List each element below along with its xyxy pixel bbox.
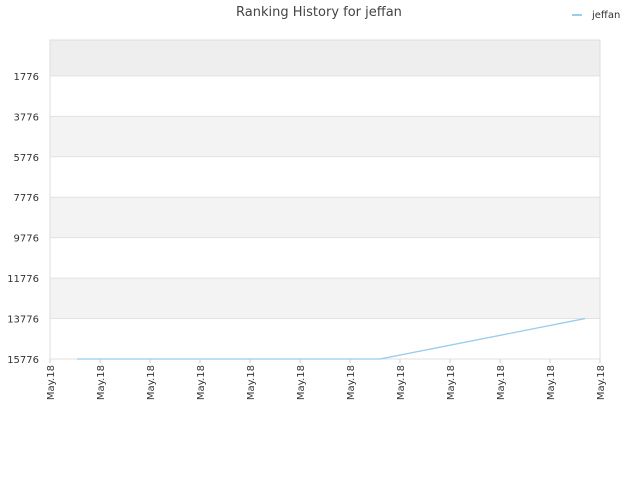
- x-tick-label: May.18: [596, 365, 607, 400]
- x-tick-label: May.18: [346, 365, 357, 400]
- x-tick-label: May.18: [96, 365, 107, 400]
- y-tick-label: 9776: [14, 234, 39, 245]
- x-tick-label: May.18: [396, 365, 407, 400]
- plot-band: [50, 75, 600, 117]
- y-tick-label: 7776: [14, 193, 39, 204]
- x-tick-label: May.18: [196, 365, 207, 400]
- plot-band: [50, 116, 600, 157]
- y-tick-label: 5776: [14, 153, 39, 164]
- y-tick-label: 15776: [7, 355, 39, 366]
- x-tick-label: May.18: [496, 365, 507, 400]
- plot-band: [50, 156, 600, 198]
- y-tick-label: 13776: [7, 315, 39, 326]
- x-tick-label: May.18: [446, 365, 457, 400]
- y-tick-label: 1776: [14, 72, 39, 83]
- x-tick-label: May.18: [296, 365, 307, 400]
- x-tick-label: May.18: [246, 365, 257, 400]
- data-line: [77, 317, 586, 360]
- plot-band: [50, 40, 600, 76]
- chart-title: Ranking History for jeffan: [236, 5, 402, 20]
- plot-band: [50, 197, 600, 238]
- x-tick-label: May.18: [46, 365, 57, 400]
- x-tick-label: May.18: [146, 365, 157, 400]
- x-tick-label: May.18: [546, 365, 557, 400]
- legend-label: jeffan: [591, 10, 620, 21]
- y-tick-label: 3776: [14, 112, 39, 123]
- plot-band: [50, 278, 600, 319]
- y-tick-label: 11776: [7, 274, 39, 285]
- plot-band: [50, 318, 600, 359]
- plot-band: [50, 237, 600, 279]
